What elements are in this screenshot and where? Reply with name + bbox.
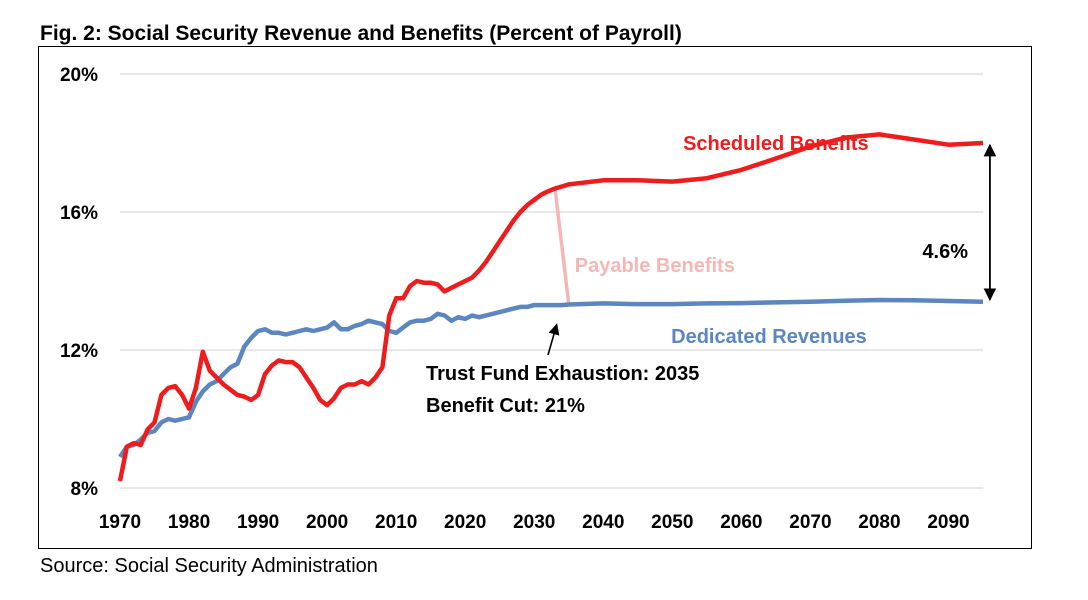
trust-fund-exhaustion-label: Trust Fund Exhaustion: 2035 xyxy=(426,363,699,385)
x-tick-label-2010: 2010 xyxy=(375,512,417,533)
x-tick-label-2020: 2020 xyxy=(444,512,486,533)
annotations: Scheduled Benefits Payable Benefits Dedi… xyxy=(426,133,997,417)
y-tick-label-12: 12% xyxy=(60,341,98,362)
payable-benefits-line xyxy=(553,188,571,305)
figure-title: Fig. 2: Social Security Revenue and Bene… xyxy=(40,22,682,45)
source-note: Source: Social Security Administration xyxy=(40,555,378,577)
x-tick-label-2050: 2050 xyxy=(651,512,693,533)
y-tick-label-8: 8% xyxy=(71,479,99,500)
x-tick-label-1990: 1990 xyxy=(237,512,279,533)
x-tick-label-2070: 2070 xyxy=(789,512,831,533)
x-tick-label-2060: 2060 xyxy=(720,512,762,533)
series-lines xyxy=(117,132,984,482)
benefit-cut-label: Benefit Cut: 21% xyxy=(426,395,585,417)
chart-frame xyxy=(38,46,1032,549)
x-tick-label-1980: 1980 xyxy=(168,512,210,533)
scheduled-benefits-label: Scheduled Benefits xyxy=(683,133,869,155)
y-tick-label-16: 16% xyxy=(60,203,98,224)
exhaustion-pointer-arrow xyxy=(547,323,560,356)
x-tick-label-2030: 2030 xyxy=(513,512,555,533)
x-tick-label-2000: 2000 xyxy=(306,512,348,533)
scheduled-benefits-line xyxy=(117,132,984,482)
y-axis-tick-labels: 8% 12% 16% 20% xyxy=(60,65,98,500)
gridlines xyxy=(120,73,983,489)
gap-value-label: 4.6% xyxy=(922,241,968,263)
x-tick-label-2040: 2040 xyxy=(582,512,624,533)
x-tick-label-2080: 2080 xyxy=(858,512,900,533)
payable-benefits-label: Payable Benefits xyxy=(575,255,735,277)
x-axis-tick-labels: 1970 1980 1990 2000 2010 2020 2030 2040 2050 2060… xyxy=(99,512,970,533)
y-tick-label-20: 20% xyxy=(60,65,98,86)
dedicated-revenues-label: Dedicated Revenues xyxy=(671,326,867,348)
x-tick-label-2090: 2090 xyxy=(927,512,969,533)
x-tick-label-1970: 1970 xyxy=(99,512,141,533)
